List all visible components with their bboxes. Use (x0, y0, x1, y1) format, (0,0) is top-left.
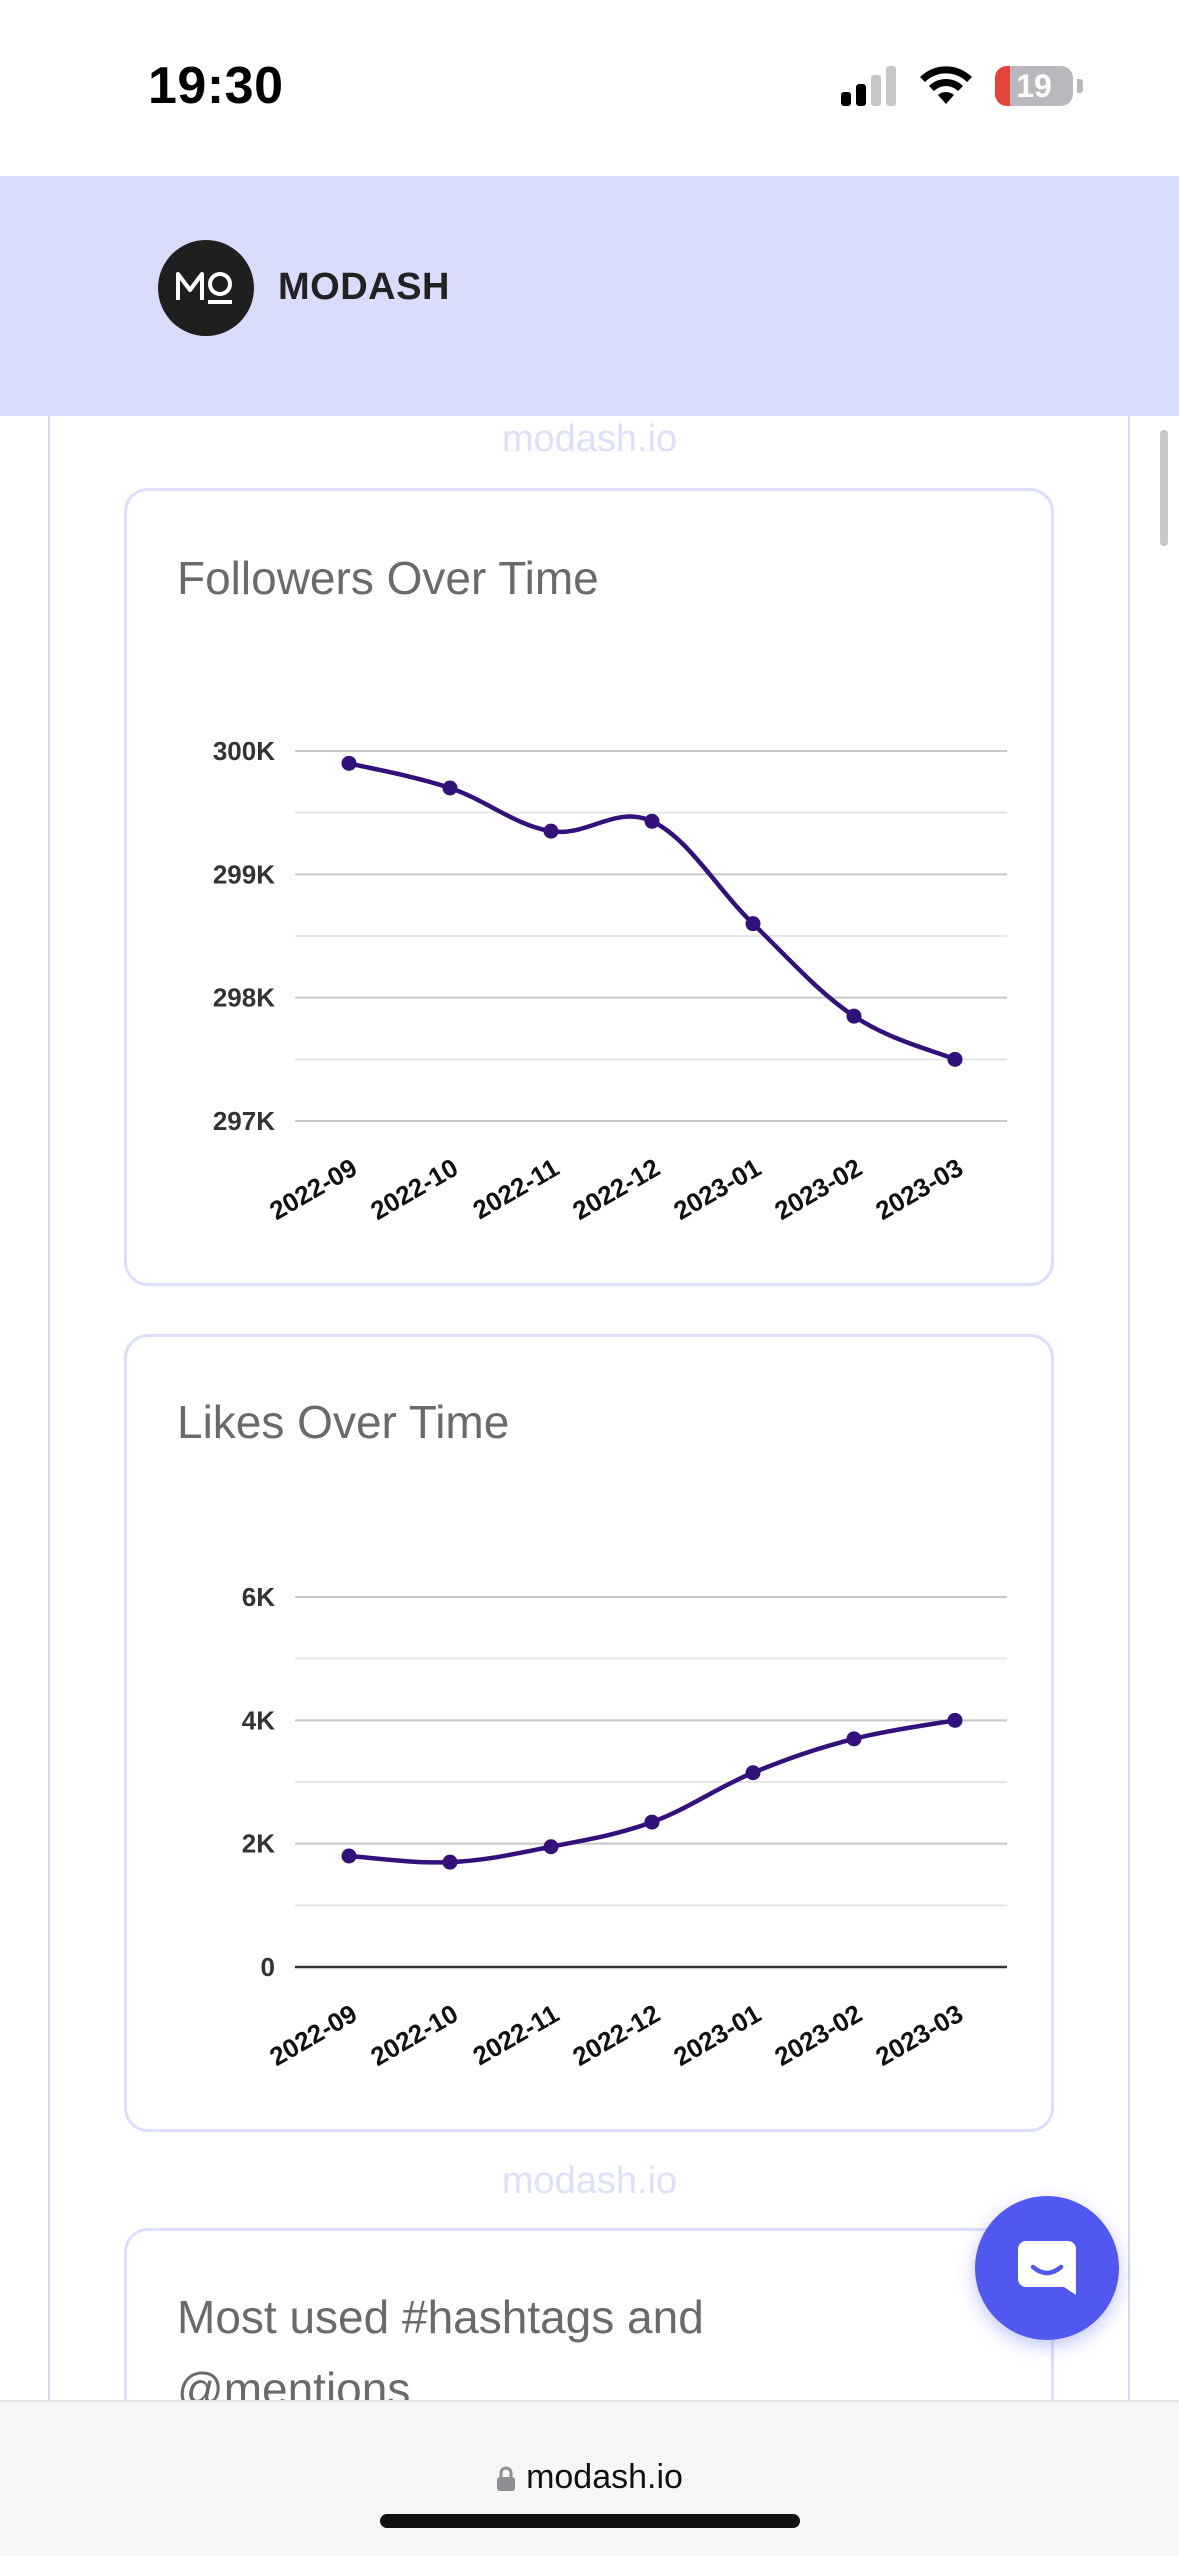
likes-data-point[interactable] (745, 1765, 761, 1781)
likes-data-point[interactable] (644, 1814, 660, 1830)
followers-data-point[interactable] (442, 780, 458, 796)
likes-y-tick-label: 6K (242, 1582, 275, 1612)
followers-data-point[interactable] (341, 755, 357, 771)
followers-x-tick-label: 2022-11 (468, 1152, 564, 1225)
modash-logo[interactable] (158, 240, 254, 336)
watermark-top: modash.io (501, 418, 678, 460)
followers-x-tick-label: 2023-02 (769, 1152, 867, 1226)
hashtags-card-title: Most used #hashtags and @mentions (177, 2291, 704, 2415)
followers-data-point[interactable] (644, 813, 660, 829)
status-time: 19:30 (148, 57, 284, 115)
followers-series-line (346, 761, 958, 1062)
watermark-middle: modash.io (501, 2160, 678, 2202)
lock-icon (497, 2466, 516, 2492)
status-bar: 19:30 19 (0, 0, 1179, 176)
followers-data-point[interactable] (745, 916, 761, 932)
followers-x-tick-label: 2022-12 (567, 1152, 665, 1226)
followers-x-tick-label: 2023-01 (668, 1152, 766, 1226)
scrollbar-thumb[interactable] (1160, 430, 1168, 546)
followers-y-tick-label: 300K (213, 736, 275, 766)
likes-x-tick-label: 2022-11 (468, 1998, 564, 2071)
followers-x-tick-label: 2022-10 (365, 1152, 463, 1226)
likes-y-tick-label: 4K (242, 1705, 275, 1735)
battery-level: 19 (1016, 68, 1052, 104)
likes-x-tick-label: 2022-09 (264, 1998, 362, 2072)
likes-x-tick-label: 2022-10 (365, 1998, 463, 2072)
likes-x-tick-label: 2023-01 (668, 1998, 766, 2072)
cellular-signal-icon (841, 66, 896, 106)
likes-card-title: Likes Over Time (177, 1396, 510, 1448)
likes-x-tick-label: 2022-12 (567, 1998, 665, 2072)
likes-data-point[interactable] (341, 1848, 357, 1864)
followers-card-title: Followers Over Time (177, 552, 599, 604)
likes-data-point[interactable] (442, 1854, 458, 1870)
likes-data-point[interactable] (947, 1712, 963, 1728)
likes-card: Likes Over Time 6K 4K 2K 0 2022-09 2022-10 202… (124, 1334, 1054, 2132)
likes-x-tick-label: 2023-02 (769, 1998, 867, 2072)
likes-data-point[interactable] (846, 1731, 862, 1747)
followers-x-tick-label: 2022-09 (264, 1152, 362, 1226)
followers-x-tick-label: 2023-03 (870, 1152, 968, 1226)
likes-data-point[interactable] (543, 1839, 559, 1855)
followers-card: Followers Over Time 300K 299K 298K 297K 2022… (124, 488, 1054, 1286)
battery-icon: 19 (995, 66, 1073, 106)
likes-y-tick-label: 2K (242, 1829, 275, 1859)
wifi-icon (920, 66, 972, 104)
followers-y-tick-label: 298K (213, 983, 275, 1013)
brand-name[interactable]: MODASH (278, 266, 450, 308)
browser-address-bar[interactable]: modash.io (0, 2400, 1179, 2556)
battery-cap (1077, 79, 1083, 93)
content-frame (48, 416, 1130, 2416)
followers-data-point[interactable] (846, 1008, 862, 1024)
followers-y-tick-label: 299K (213, 859, 275, 889)
followers-y-tick-label: 297K (213, 1106, 275, 1136)
chat-button[interactable] (975, 2196, 1119, 2340)
url-display[interactable]: modash.io (0, 2458, 1179, 2497)
likes-y-tick-label: 0 (261, 1952, 275, 1982)
status-icons: 19 (841, 64, 1083, 108)
modash-logo-mark (176, 272, 232, 304)
home-indicator[interactable] (380, 2514, 800, 2528)
site-header: MODASH (0, 176, 1179, 416)
followers-data-point[interactable] (947, 1051, 963, 1067)
likes-x-tick-label: 2023-03 (870, 1998, 968, 2072)
chat-bubble-icon (1018, 2241, 1076, 2295)
url-text: modash.io (526, 2458, 683, 2496)
followers-data-point[interactable] (543, 823, 559, 839)
likes-series-line (346, 1718, 958, 1865)
